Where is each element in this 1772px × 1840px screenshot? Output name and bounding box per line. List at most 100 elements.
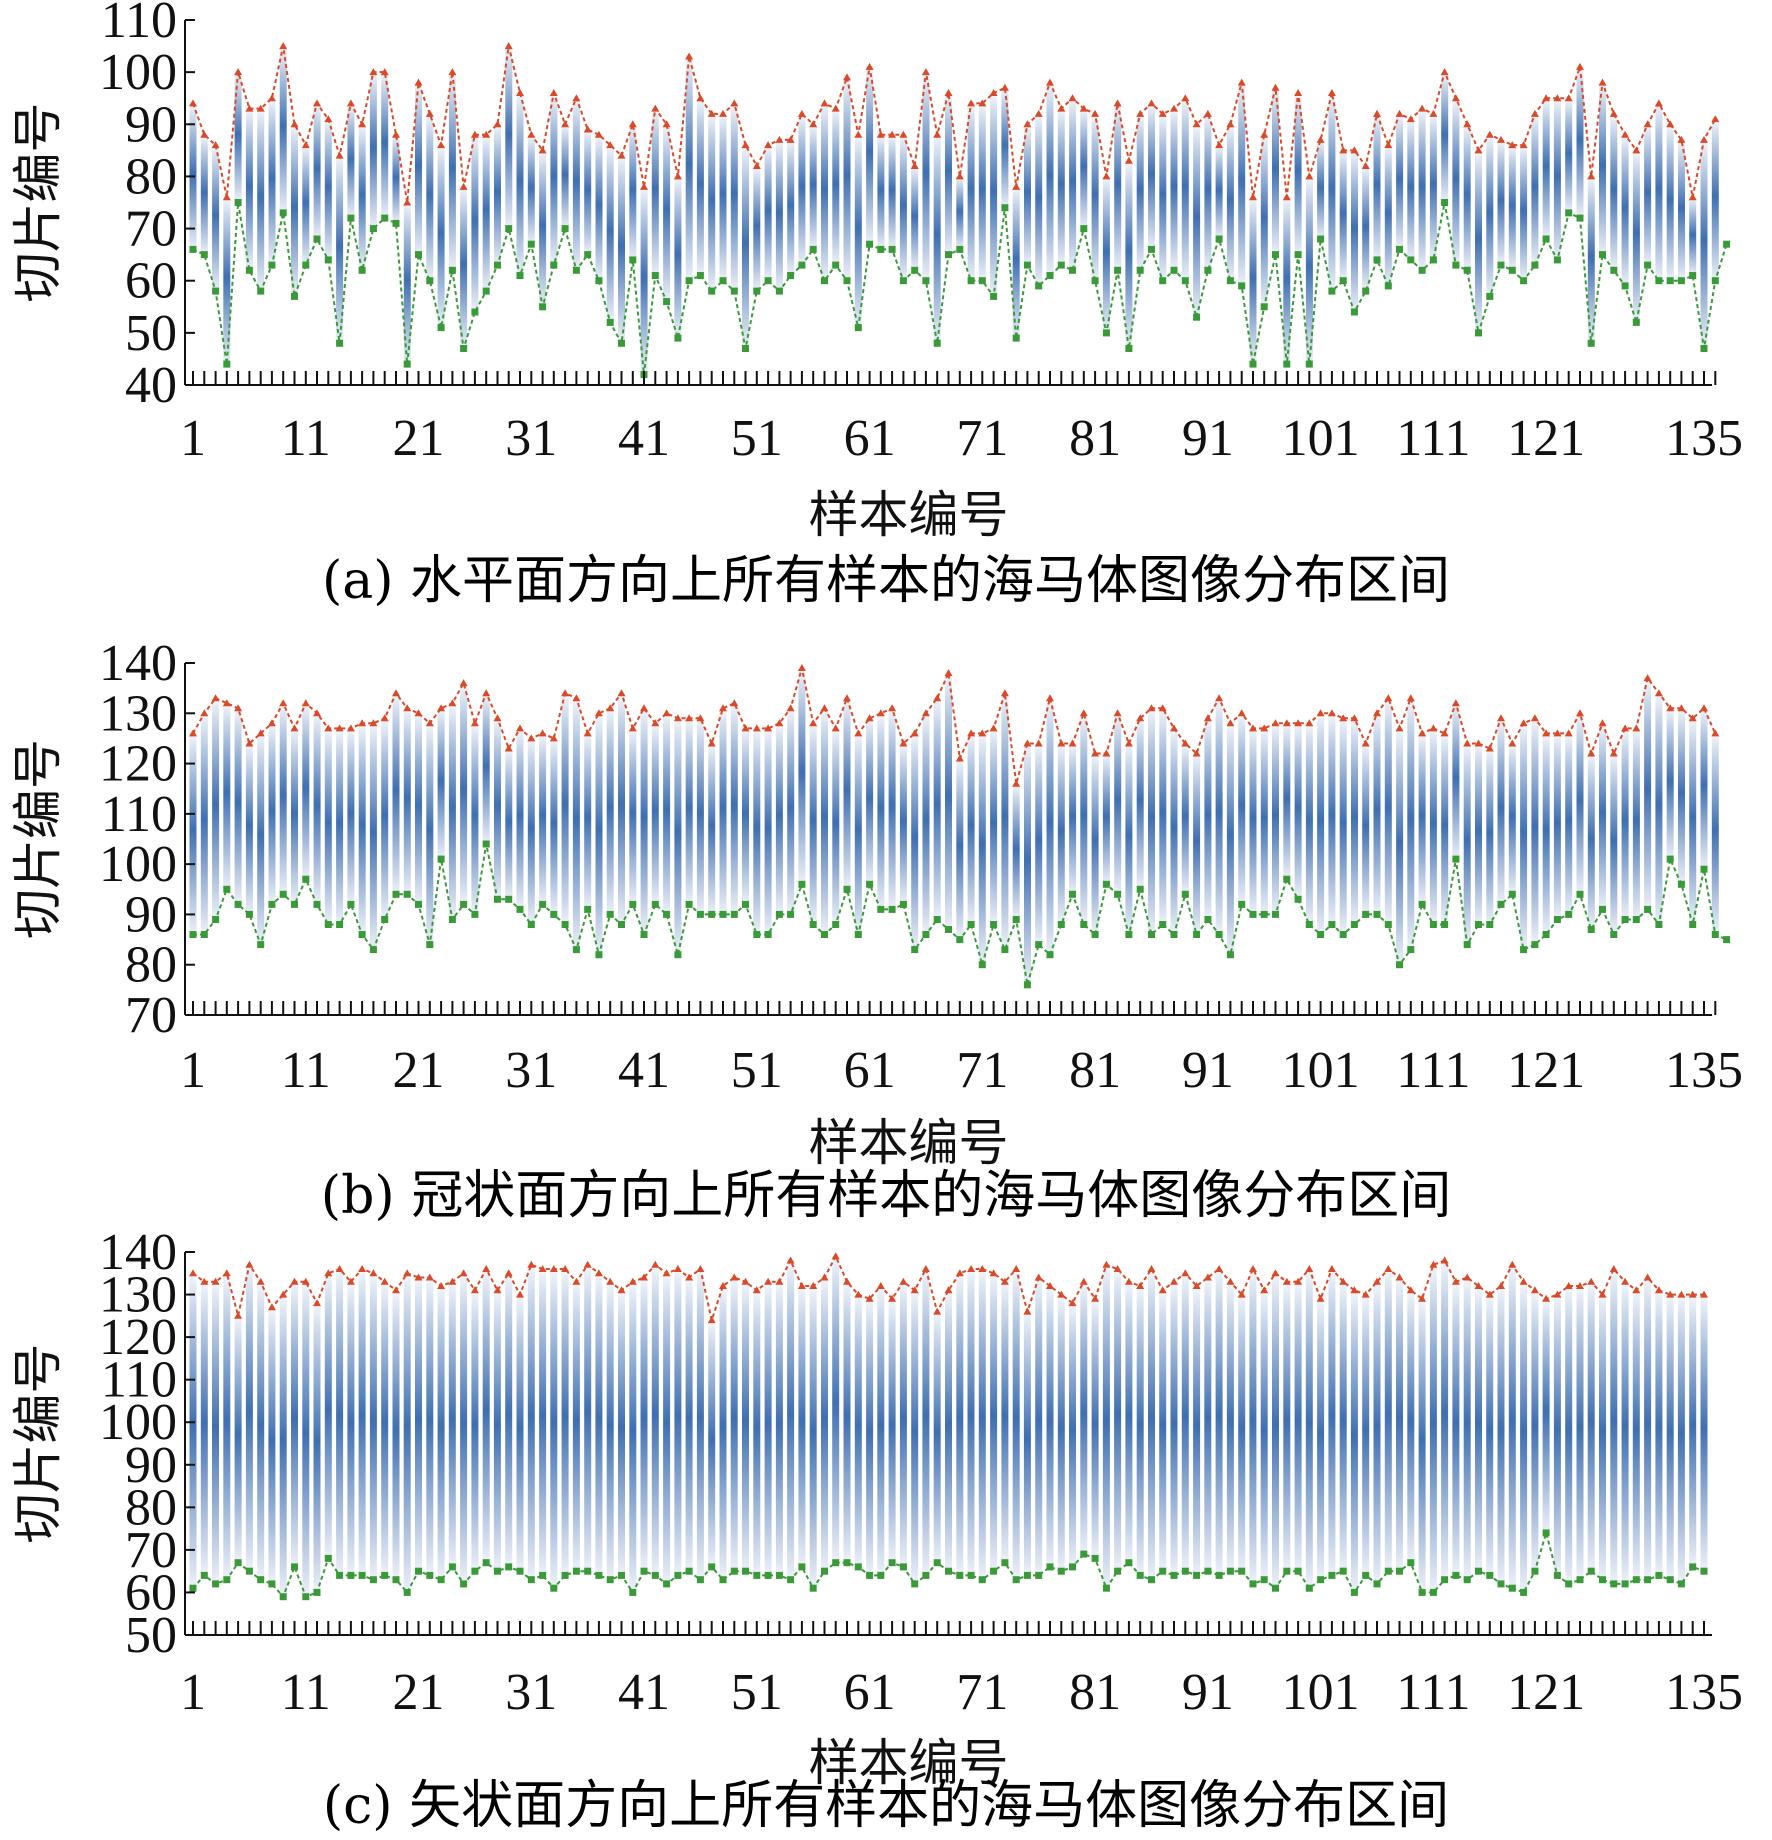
range-bar — [1666, 1294, 1674, 1580]
x-tick-label: 121 — [1507, 410, 1585, 467]
range-bar — [415, 713, 422, 905]
min-marker — [324, 256, 332, 264]
range-bar — [1475, 1286, 1482, 1572]
range-bar — [1531, 1290, 1539, 1572]
min-marker — [1452, 261, 1460, 269]
x-tick-label: 31 — [505, 1664, 557, 1721]
max-marker — [865, 1294, 874, 1302]
min-marker — [595, 1571, 603, 1579]
min-marker — [268, 261, 276, 269]
max-marker — [1587, 749, 1596, 757]
min-marker — [1339, 277, 1347, 285]
max-marker — [459, 1269, 468, 1277]
range-bar — [1238, 713, 1246, 905]
max-marker — [211, 141, 220, 149]
max-marker — [346, 724, 355, 732]
range-bar — [978, 733, 986, 965]
range-bar — [663, 713, 671, 915]
max-marker — [392, 1286, 400, 1294]
max-marker — [1327, 709, 1336, 717]
min-marker — [1621, 282, 1629, 290]
max-marker — [1181, 94, 1190, 102]
min-marker — [313, 900, 321, 908]
range-bar — [1429, 113, 1437, 260]
max-marker — [1327, 1265, 1336, 1272]
range-bar — [1294, 723, 1302, 900]
range-bar — [189, 733, 197, 935]
max-marker — [1147, 704, 1156, 712]
min-marker — [1339, 931, 1347, 938]
range-bar — [1181, 743, 1189, 895]
min-marker — [584, 905, 592, 913]
range-bar — [866, 66, 874, 245]
range-bar — [1294, 1281, 1302, 1572]
min-marker — [1012, 1576, 1020, 1584]
max-marker — [1158, 704, 1167, 712]
max-marker — [324, 724, 333, 732]
max-marker — [1384, 141, 1393, 149]
min-marker — [1418, 1588, 1426, 1596]
range-bar — [764, 728, 772, 935]
range-bar — [606, 145, 614, 323]
range-bar — [595, 1273, 603, 1576]
range-bar — [1655, 1290, 1663, 1576]
max-marker — [1237, 709, 1246, 717]
max-marker — [606, 704, 615, 712]
range-bar — [888, 708, 896, 910]
min-marker — [572, 946, 580, 954]
x-tick-label: 61 — [844, 410, 896, 467]
range-bar — [1102, 753, 1110, 885]
max-marker — [1339, 714, 1348, 722]
min-marker — [832, 1559, 840, 1567]
max-marker — [685, 52, 694, 60]
range-bar — [674, 718, 682, 955]
max-marker — [1203, 1273, 1212, 1281]
min-marker — [561, 1571, 569, 1579]
max-marker — [200, 1277, 209, 1285]
min-marker — [1610, 266, 1618, 274]
range-bar — [911, 1290, 919, 1584]
min-marker — [1576, 890, 1584, 898]
min-marker — [1102, 1584, 1110, 1592]
max-marker — [1316, 135, 1325, 143]
range-bar — [302, 1281, 310, 1597]
max-marker — [527, 734, 536, 742]
range-bar — [584, 733, 592, 910]
range-bar — [1305, 176, 1313, 365]
min-marker — [922, 1571, 930, 1579]
min-marker — [956, 245, 964, 253]
min-marker — [1148, 1576, 1155, 1584]
max-marker — [482, 130, 491, 138]
range-bar — [1362, 743, 1370, 915]
min-marker — [1508, 890, 1516, 898]
max-marker — [437, 1282, 446, 1289]
min-marker — [189, 245, 197, 253]
min-marker — [651, 900, 659, 908]
max-marker — [1339, 1277, 1348, 1285]
max-marker — [1632, 724, 1641, 732]
min-marker — [674, 951, 682, 959]
max-marker — [267, 1303, 276, 1311]
min-marker — [899, 900, 907, 908]
range-bar — [1148, 103, 1155, 250]
x-tick-label: 71 — [956, 1664, 1008, 1721]
range-bar — [1305, 1269, 1313, 1589]
range-bar — [730, 703, 738, 915]
range-bar — [539, 1269, 547, 1576]
range-bar — [1125, 743, 1133, 935]
range-bar — [821, 708, 828, 935]
min-marker — [324, 1554, 332, 1562]
x-tick-label: 11 — [281, 1664, 331, 1721]
range-bar — [956, 176, 964, 250]
min-marker — [696, 1576, 704, 1584]
x-tick-label: 21 — [393, 1042, 445, 1099]
max-marker — [369, 1269, 378, 1277]
min-marker — [1350, 308, 1358, 316]
range-bar — [572, 698, 580, 950]
range-bar — [854, 733, 862, 935]
min-marker — [234, 199, 242, 206]
min-marker — [313, 1588, 321, 1596]
range-bar — [956, 758, 964, 940]
max-marker — [1553, 729, 1562, 737]
range-bar — [1508, 145, 1516, 271]
